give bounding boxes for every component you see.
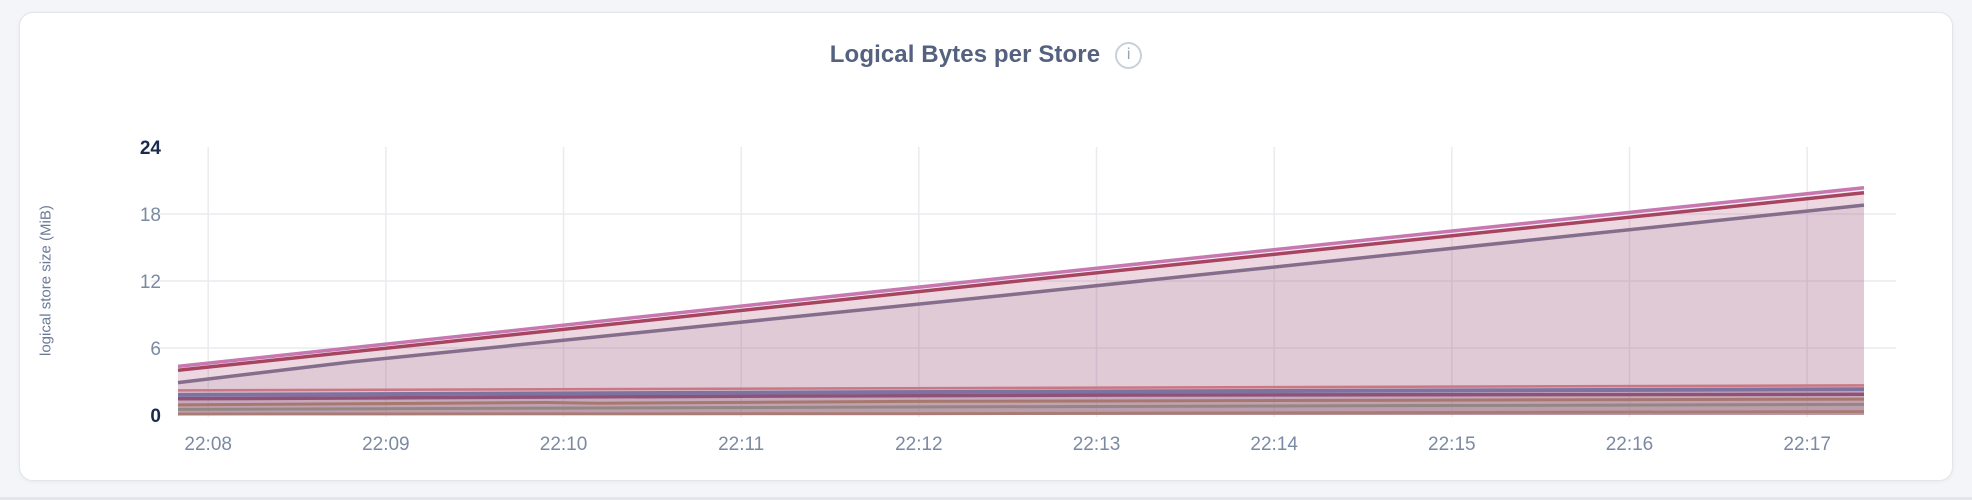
next-card-edge [0, 497, 1972, 500]
series-area-s8 [178, 404, 1864, 415]
x-tick-label: 22:08 [184, 434, 232, 455]
series-area-s5 [178, 389, 1864, 415]
series-area-s4 [178, 385, 1864, 415]
series-area-s2 [178, 192, 1864, 415]
series-line-s3 [177, 203, 1865, 385]
x-tick-label: 22:15 [1428, 434, 1476, 455]
series-line-s7 [177, 397, 1865, 407]
y-axis-ticks: 0 6 12 18 24 [140, 138, 162, 427]
x-tick-label: 22:12 [895, 434, 943, 455]
x-axis-ticks: 22:08 22:09 22:10 22:11 22:12 22:13 22:14 22:15… [184, 434, 1830, 455]
chart-title: Logical Bytes per Store [829, 41, 1101, 68]
y-tick-label: 18 [140, 205, 161, 226]
y-tick-label: 0 [150, 406, 161, 427]
series-line-s9 [177, 410, 1865, 416]
x-tick-label: 22:10 [540, 434, 588, 455]
y-tick-label: 6 [150, 339, 161, 360]
series-area-s3 [178, 205, 1864, 415]
x-tick-label: 22:09 [362, 434, 410, 455]
series-line-s6 [177, 392, 1865, 401]
series-line-s4 [177, 384, 1865, 392]
series-group [177, 186, 1865, 416]
chart-card: Logical Bytes per Store i logical store … [19, 12, 1953, 481]
series-line-s5 [177, 387, 1865, 397]
chart-header: Logical Bytes per Store i [20, 41, 1952, 69]
series-area-s6 [178, 394, 1864, 415]
series-line-s8 [177, 402, 1865, 411]
y-tick-label: 12 [140, 272, 161, 293]
x-tick-label: 22:11 [718, 434, 764, 455]
x-tick-label: 22:16 [1606, 434, 1654, 455]
x-tick-label: 22:13 [1073, 434, 1121, 455]
x-tick-label: 22:17 [1783, 434, 1831, 455]
series-line-s1 [177, 186, 1865, 369]
y-tick-label: 24 [140, 138, 162, 159]
series-line-s2 [177, 191, 1865, 373]
series-area-s1 [178, 187, 1864, 415]
x-tick-label: 22:14 [1250, 434, 1298, 455]
info-icon[interactable]: i [1115, 41, 1143, 69]
series-area-s7 [178, 399, 1864, 415]
